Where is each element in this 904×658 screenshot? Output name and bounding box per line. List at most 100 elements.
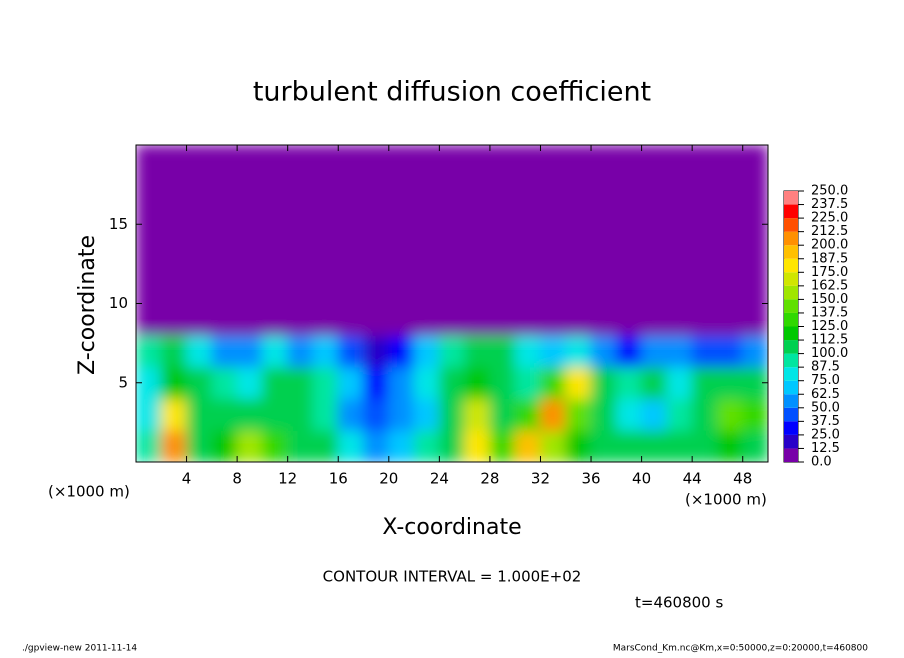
- field-cell: [539, 366, 567, 400]
- colorbar-label: 212.5: [811, 224, 848, 239]
- field-cell: [590, 145, 617, 178]
- field-cell: [742, 429, 768, 462]
- colorbar-swatch: [784, 353, 798, 368]
- field-cell: [312, 398, 339, 431]
- field-cell: [363, 207, 390, 241]
- field-cell: [464, 303, 491, 336]
- field-cell: [287, 271, 314, 304]
- field-cell: [716, 429, 744, 462]
- field-cell: [160, 176, 188, 209]
- field-cell: [388, 366, 415, 400]
- colorbar-label: 25.0: [811, 427, 840, 442]
- field-cell: [615, 176, 643, 209]
- field-cell: [211, 303, 238, 336]
- field-cell: [489, 145, 516, 178]
- field-cell: [742, 303, 768, 336]
- field-cell: [261, 271, 289, 304]
- field-cell: [565, 398, 592, 431]
- colorbar-label: 125.0: [811, 319, 848, 334]
- colorbar-swatch: [784, 340, 798, 354]
- field-cell: [565, 207, 592, 241]
- field-cell: [261, 239, 289, 273]
- field-cell: [236, 145, 263, 178]
- field-cell: [160, 398, 188, 431]
- field-cell: [590, 176, 617, 209]
- field-cell: [742, 334, 768, 368]
- field-cell: [489, 271, 516, 304]
- field-cell: [236, 398, 263, 431]
- field-cell: [186, 429, 213, 462]
- field-cell: [666, 176, 693, 209]
- field-cell: [312, 303, 339, 336]
- field-cell: [236, 303, 263, 336]
- field-cell: [438, 398, 466, 431]
- field-cell: [136, 271, 162, 304]
- field-cell: [413, 429, 440, 462]
- colorbar-label: 62.5: [811, 387, 840, 402]
- field-cell: [666, 366, 693, 400]
- field-cell: [236, 271, 263, 304]
- x-axis-label: X-coordinate: [382, 515, 521, 540]
- field-cell: [615, 207, 643, 241]
- field-cell: [312, 176, 339, 209]
- field-cell: [464, 429, 491, 462]
- field-cell: [186, 366, 213, 400]
- field-cell: [514, 366, 541, 400]
- field-cell: [337, 398, 365, 431]
- field-cell: [539, 398, 567, 431]
- field-cell: [211, 398, 238, 431]
- field-cell: [691, 176, 718, 209]
- field-cell: [261, 145, 289, 178]
- field-cell: [489, 239, 516, 273]
- field-cell: [363, 271, 390, 304]
- x-tick-label: 20: [379, 470, 398, 488]
- field-cell: [312, 334, 339, 368]
- x-tick-label: 12: [278, 470, 297, 488]
- field-cell: [691, 334, 718, 368]
- field-cell: [186, 303, 213, 336]
- x-tick-label: 16: [329, 470, 348, 488]
- field-cell: [337, 429, 365, 462]
- field-cell: [514, 398, 541, 431]
- field-cell: [489, 334, 516, 368]
- field-cell: [186, 145, 213, 178]
- colorbar-label: 162.5: [811, 278, 848, 293]
- colorbar-swatch: [784, 367, 798, 381]
- field-cell: [363, 334, 390, 368]
- field-cell: [438, 176, 466, 209]
- field-cell: [590, 271, 617, 304]
- field-cell: [691, 366, 718, 400]
- field-cell: [539, 145, 567, 178]
- field-cell: [363, 398, 390, 431]
- field-cell: [186, 176, 213, 209]
- field-cell: [261, 303, 289, 336]
- field-cell: [641, 145, 668, 178]
- field-cell: [337, 271, 365, 304]
- field-cell: [438, 334, 466, 368]
- field-cell: [211, 429, 238, 462]
- field-cell: [211, 176, 238, 209]
- field-cell: [337, 303, 365, 336]
- field-cell: [641, 207, 668, 241]
- field-cell: [287, 303, 314, 336]
- colorbar-label: 37.5: [811, 414, 840, 429]
- field-cell: [438, 429, 466, 462]
- field-cell: [287, 207, 314, 241]
- time-label: t=460800 s: [635, 594, 723, 612]
- field-cell: [211, 271, 238, 304]
- field-cell: [691, 207, 718, 241]
- field-cell: [615, 271, 643, 304]
- field-cell: [438, 271, 466, 304]
- field-cell: [716, 145, 744, 178]
- field-cell: [565, 429, 592, 462]
- field-cell: [641, 334, 668, 368]
- field-cell: [691, 145, 718, 178]
- field-cell: [211, 207, 238, 241]
- colorbar-label: 100.0: [811, 346, 848, 361]
- field-cell: [489, 398, 516, 431]
- colorbar-label: 12.5: [811, 441, 840, 456]
- field-cell: [539, 207, 567, 241]
- field-cell: [261, 398, 289, 431]
- field-cell: [489, 366, 516, 400]
- field-cell: [489, 207, 516, 241]
